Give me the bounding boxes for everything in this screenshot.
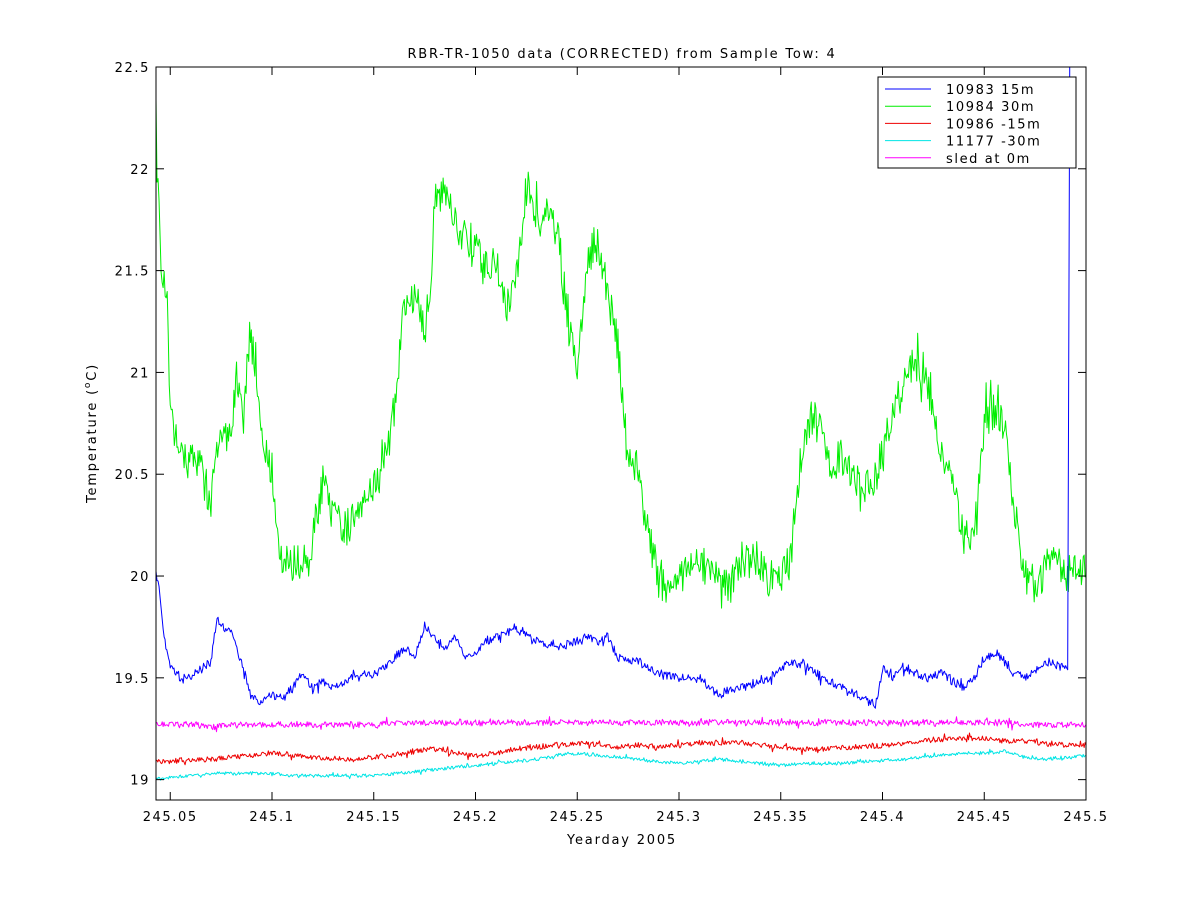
legend: 10983 15m 10984 30m 10986 -15m 11177 -30m sl…	[877, 76, 1077, 169]
y-axis-label: Temperature (oC)	[83, 363, 100, 504]
y-axis-ticks: 19 19.5 20 20.5 21 21.5 22 22.5	[115, 61, 1086, 789]
x-tick-label: 245.05	[143, 810, 198, 825]
legend-label: 11177 -30m	[946, 135, 1041, 150]
y-tick-label: 19	[130, 774, 150, 789]
x-axis-ticks: 245.05 245.1 245.15 245.2 245.25 245.3 245.35 2…	[143, 67, 1108, 825]
series-line-11177-30m	[156, 748, 1086, 781]
series-line-10983-15m	[156, 67, 1071, 709]
legend-label: sled at 0m	[946, 152, 1031, 167]
y-tick-label: 22.5	[115, 61, 150, 76]
y-axis-label-prefix: Temperature (	[85, 388, 100, 504]
x-tick-label: 245.1	[249, 810, 294, 825]
x-tick-label: 245.3	[656, 810, 701, 825]
x-tick-label: 245.35	[753, 810, 808, 825]
series-line-10986-15m	[156, 732, 1086, 766]
x-tick-label: 245.15	[346, 810, 401, 825]
y-tick-label: 21	[130, 366, 150, 381]
legend-box	[877, 76, 1077, 169]
chart-title: RBR-TR-1050 data (CORRECTED) from Sample…	[407, 47, 836, 62]
y-tick-label: 19.5	[115, 672, 150, 687]
series-line-sled-at-0m	[156, 716, 1086, 733]
x-tick-label: 245.25	[550, 810, 605, 825]
plot-frame	[155, 66, 1087, 801]
y-tick-label: 20	[130, 570, 150, 585]
legend-label: 10984 30m	[946, 100, 1035, 115]
degree-superscript: o	[83, 381, 93, 388]
x-tick-label: 245.2	[453, 810, 498, 825]
y-tick-label: 20.5	[115, 468, 150, 483]
y-tick-label: 22	[130, 163, 150, 178]
series-layer	[156, 67, 1086, 781]
x-tick-label: 245.45	[957, 810, 1012, 825]
y-axis-label-suffix: C)	[85, 363, 100, 381]
x-tick-label: 245.4	[860, 810, 905, 825]
x-tick-label: 245.5	[1063, 810, 1108, 825]
x-axis-label: Yearday 2005	[566, 833, 677, 848]
y-tick-label: 21.5	[115, 265, 150, 280]
legend-label: 10983 15m	[946, 83, 1035, 98]
legend-label: 10986 -15m	[946, 117, 1041, 132]
series-line-10984-30m	[156, 99, 1086, 609]
